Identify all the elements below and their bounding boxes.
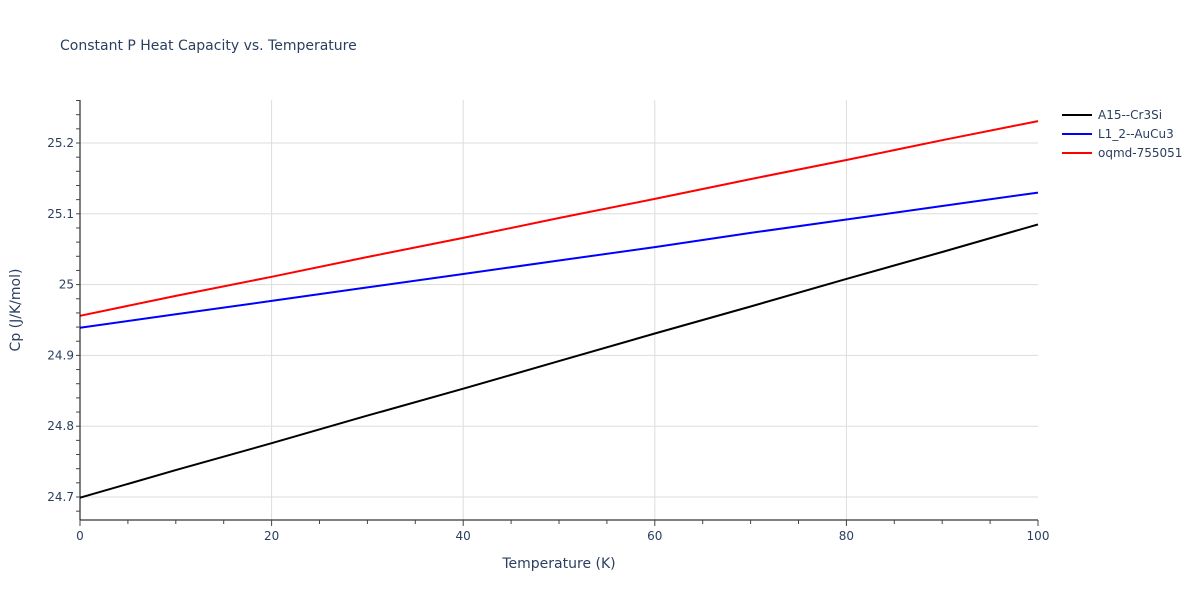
y-tick-label: 25.1	[47, 207, 74, 221]
y-tick-label: 25.2	[47, 136, 74, 150]
x-tick-label: 60	[647, 529, 662, 543]
y-axis-title: Cp (J/K/mol)	[8, 269, 24, 352]
series-line-0	[79, 223, 1039, 499]
x-tick-label: 0	[76, 529, 84, 543]
series-lines	[79, 120, 1039, 499]
x-tick-label: 20	[264, 529, 279, 543]
y-tick-label: 24.9	[47, 348, 74, 362]
legend-item-label[interactable]: oqmd-755051	[1098, 146, 1182, 160]
legend-item-label[interactable]: A15--Cr3Si	[1098, 108, 1162, 122]
x-tick-label: 100	[1027, 529, 1050, 543]
series-line-2	[79, 120, 1039, 317]
legend: A15--Cr3Si L1_2--AuCu3 oqmd-755051	[1062, 108, 1182, 160]
axes: 0 20 40 60 80 100 24.7 24.8 24.9 25 25.1 25.2	[47, 100, 1049, 543]
legend-item-label[interactable]: L1_2--AuCu3	[1098, 127, 1174, 141]
x-axis-title: Temperature (K)	[501, 556, 615, 572]
x-tick-label: 40	[456, 529, 471, 543]
y-tick-label: 24.8	[47, 419, 74, 433]
y-tick-label: 25	[59, 278, 74, 292]
chart-title: Constant P Heat Capacity vs. Temperature	[60, 38, 357, 54]
series-line-1	[79, 191, 1039, 329]
x-tick-label: 80	[839, 529, 854, 543]
y-tick-label: 24.7	[47, 490, 74, 504]
grid-lines	[80, 100, 1038, 520]
